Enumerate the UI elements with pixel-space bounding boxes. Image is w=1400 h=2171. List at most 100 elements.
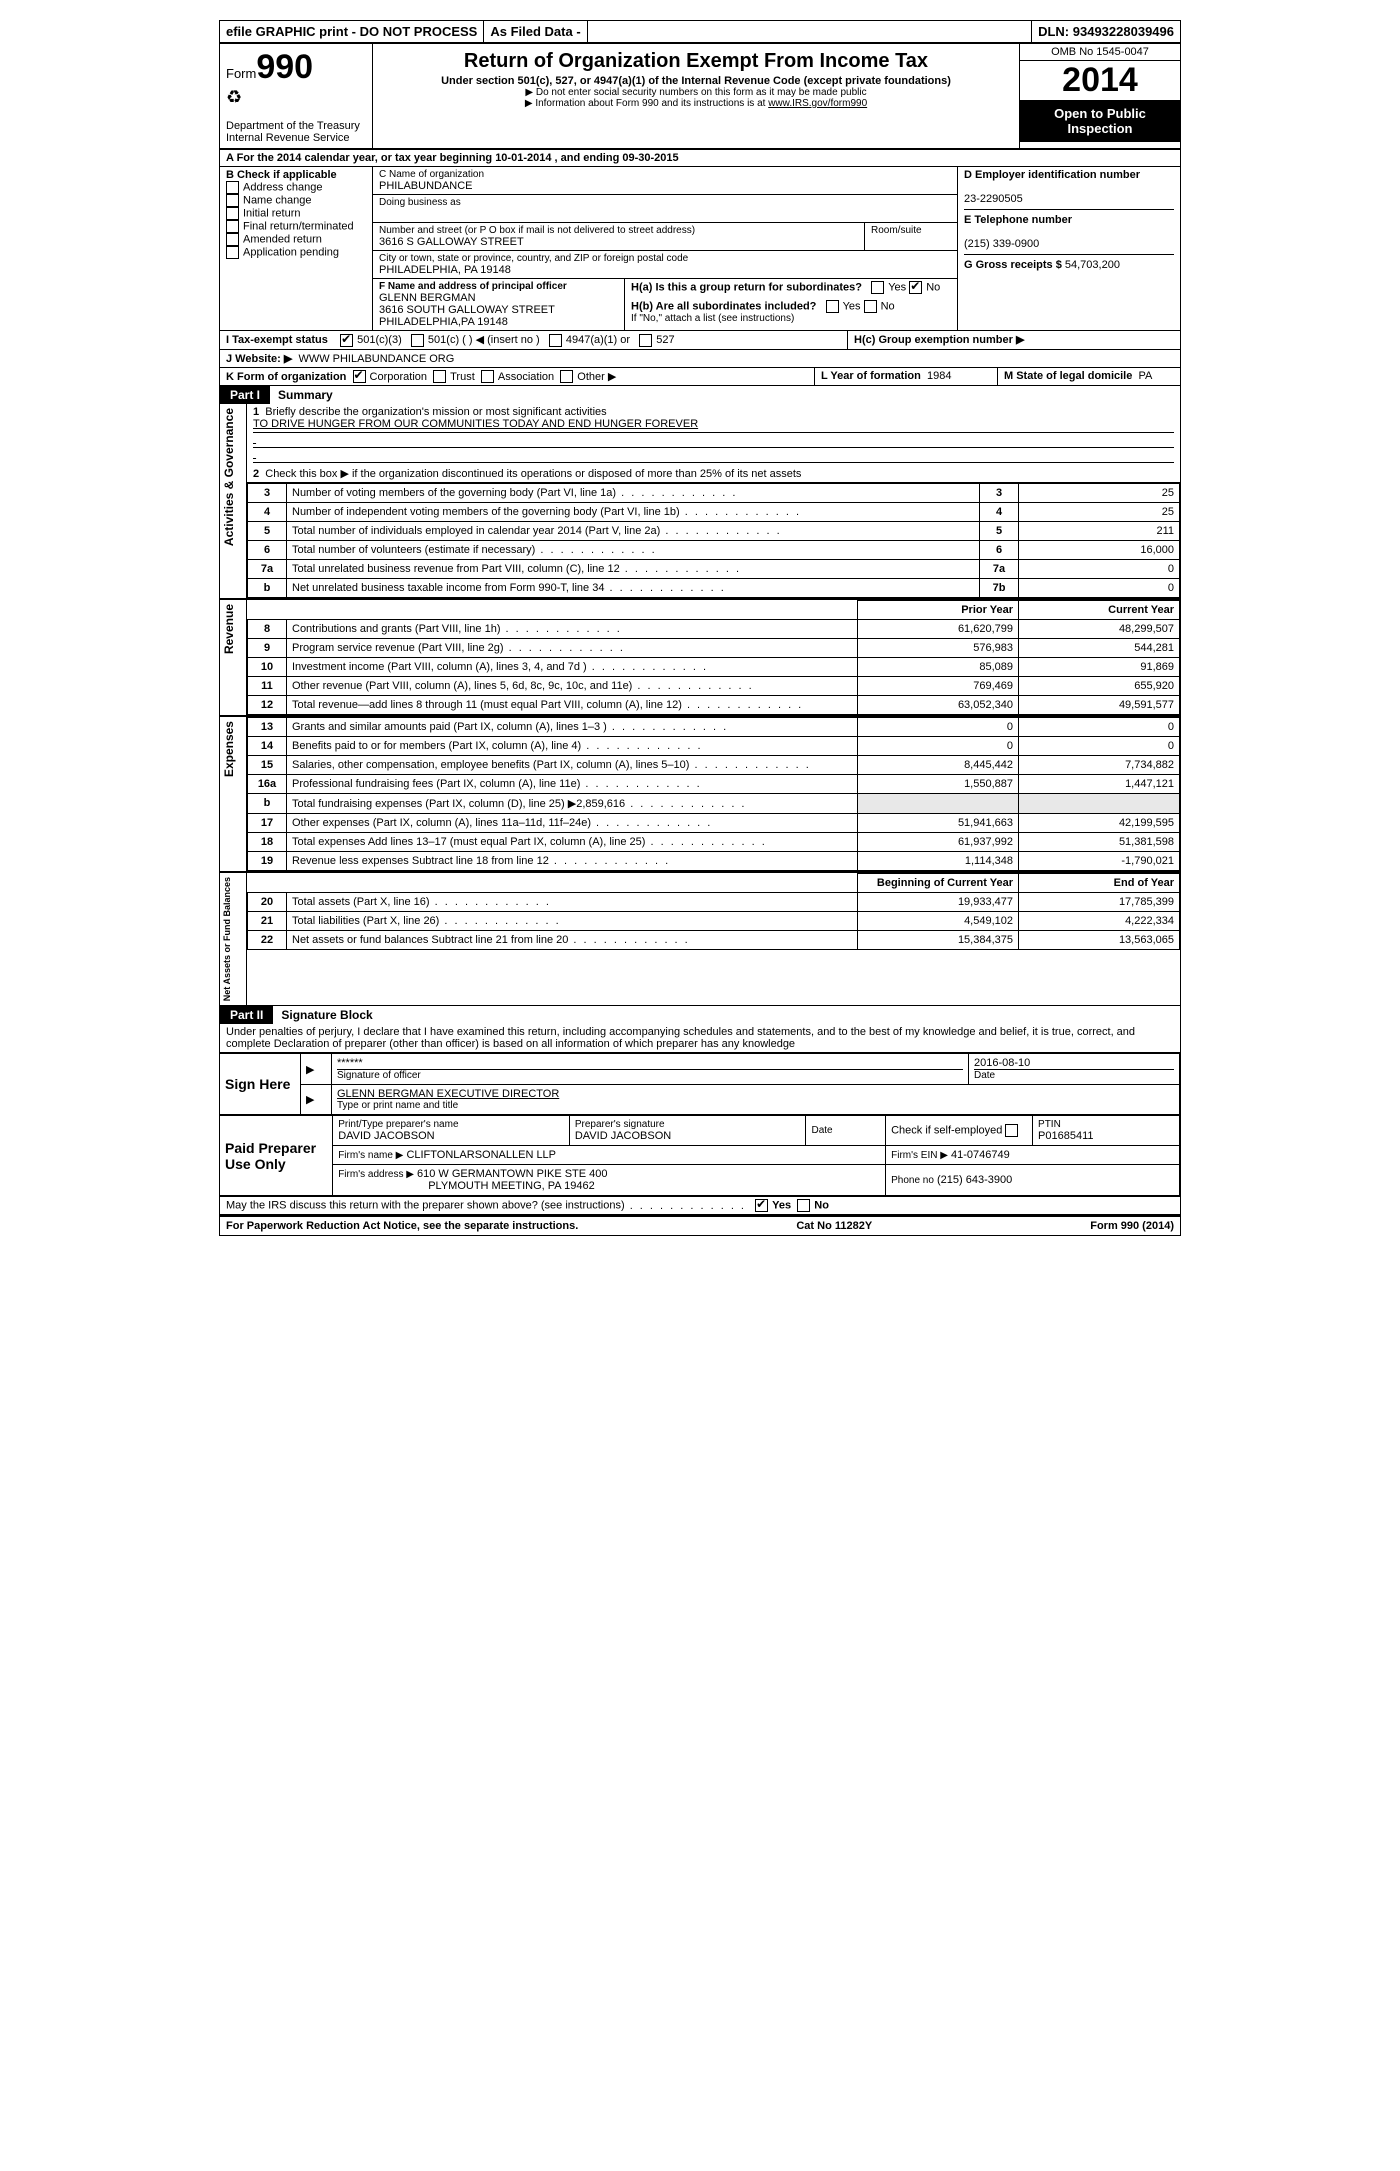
org-name-label: C Name of organization [379,169,951,180]
phone-val: (215) 339-0900 [964,238,1174,250]
sign-here-label: Sign Here [220,1054,301,1115]
tax-year: 2014 [1020,61,1180,100]
f-street: 3616 SOUTH GALLOWAY STREET [379,304,618,316]
chk-other[interactable] [560,370,573,383]
line-num: 3 [248,484,287,503]
chk-name[interactable]: Name change [226,194,366,207]
sign-here-table: Sign Here ▶ ****** Signature of officer … [220,1053,1180,1115]
ptin: P01685411 [1038,1130,1174,1142]
ein-label: D Employer identification number [964,169,1174,181]
page-footer: For Paperwork Reduction Act Notice, see … [220,1215,1180,1235]
topbar-spacer [588,21,1032,42]
line-num: 6 [248,541,287,560]
recycle-icon: ♻ [226,87,242,107]
chk-assoc[interactable] [481,370,494,383]
chk-final[interactable]: Final return/terminated [226,220,366,233]
net-section: Net Assets or Fund Balances Beginning of… [220,871,1180,1005]
hb-no[interactable] [864,300,877,313]
firm-addr1: 610 W GERMANTOWN PIKE STE 400 [417,1168,608,1180]
year-formation: L Year of formation 1984 [814,368,997,386]
form-org-box: K Form of organization Corporation Trust… [220,368,814,386]
section-j: J Website: ▶ WWW PHILABUNDANCE ORG [220,350,1180,368]
top-bar: efile GRAPHIC print - DO NOT PROCESS As … [220,21,1180,44]
form-number: 990 [256,48,313,86]
section-bcd: B Check if applicable Address change Nam… [220,167,1180,331]
line-val: 25 [1019,484,1180,503]
chk-address[interactable]: Address change [226,181,366,194]
name-title-label: Type or print name and title [337,1100,1174,1111]
firm-name: CLIFTONLARSONALLEN LLP [406,1149,556,1161]
website-box: J Website: ▶ WWW PHILABUNDANCE ORG [220,350,1180,367]
dba-label: Doing business as [379,197,951,208]
discuss-yes[interactable] [755,1199,768,1212]
footer-mid: Cat No 11282Y [796,1220,872,1232]
paid-label: Paid Preparer Use Only [220,1116,333,1196]
line1-box: 1 Briefly describe the organization's mi… [247,404,1180,465]
city-box: City or town, state or province, country… [373,251,957,279]
line-val: 211 [1019,522,1180,541]
net-table: Beginning of Current Year End of Year20 … [247,873,1180,950]
section-k: K Form of organization Corporation Trust… [220,368,1180,387]
hc-box: H(c) Group exemption number ▶ [847,331,1180,349]
side-exp: Expenses [220,717,247,871]
line-desc: Number of independent voting members of … [287,503,980,522]
chk-501c[interactable] [411,334,424,347]
footer-left: For Paperwork Reduction Act Notice, see … [226,1220,578,1232]
line-num: b [248,579,287,598]
dba-box: Doing business as [373,195,957,223]
revenue-section: Revenue Prior Year Current Year8 Contrib… [220,598,1180,715]
gross-val: 54,703,200 [1065,259,1120,271]
firm-ein: 41-0746749 [951,1149,1010,1161]
firm-phone: (215) 643-3900 [937,1174,1012,1186]
tax-status: I Tax-exempt status 501(c)(3) 501(c) ( )… [220,331,847,349]
line-desc: Net unrelated business taxable income fr… [287,579,980,598]
part2-badge: Part II [220,1006,273,1024]
chk-4947[interactable] [549,334,562,347]
line-num: 7a [248,560,287,579]
officer-name-title: GLENN BERGMAN EXECUTIVE DIRECTOR [337,1088,1174,1100]
form-note1: ▶ Do not enter social security numbers o… [383,87,1009,98]
paid-preparer-table: Paid Preparer Use Only Print/Type prepar… [220,1115,1180,1196]
chk-trust[interactable] [433,370,446,383]
org-name-box: C Name of organization PHILABUNDANCE [373,167,957,195]
line-num: 4 [248,503,287,522]
discuss-no[interactable] [797,1199,810,1212]
col-d: D Employer identification number 23-2290… [957,167,1180,330]
org-name: PHILABUNDANCE [379,180,951,192]
form-title: Return of Organization Exempt From Incom… [383,50,1009,73]
website-val: WWW PHILABUNDANCE ORG [298,353,454,365]
part1-header: Part I Summary [220,386,1180,404]
hb-yes[interactable] [826,300,839,313]
side-rev: Revenue [220,600,247,715]
section-a: A For the 2014 calendar year, or tax yea… [220,150,1180,167]
col-current: Current Year [1019,601,1180,620]
side-net: Net Assets or Fund Balances [220,873,247,1005]
ha-yes[interactable] [871,281,884,294]
col-c: C Name of organization PHILABUNDANCE Doi… [373,167,957,330]
chk-pending[interactable]: Application pending [226,246,366,259]
street-box: Number and street (or P O box if mail is… [373,223,864,250]
hb-row: H(b) Are all subordinates included? Yes … [631,300,951,313]
form-subtitle: Under section 501(c), 527, or 4947(a)(1)… [383,75,1009,87]
col-prior: Prior Year [858,601,1019,620]
header-right: OMB No 1545-0047 2014 Open to Public Ins… [1019,44,1180,148]
phone-label: E Telephone number [964,214,1174,226]
as-filed: As Filed Data - [484,21,587,42]
dept-treasury: Department of the Treasury [226,120,360,132]
street-row: Number and street (or P O box if mail is… [373,223,957,251]
prep-name: DAVID JACOBSON [338,1130,564,1142]
part2-header: Part II Signature Block [220,1005,1180,1024]
rev-table: Prior Year Current Year8 Contributions a… [247,600,1180,715]
chk-initial[interactable]: Initial return [226,207,366,220]
chk-corp[interactable] [353,370,366,383]
line-val: 0 [1019,560,1180,579]
ha-no[interactable] [909,281,922,294]
form-990-page: efile GRAPHIC print - DO NOT PROCESS As … [219,20,1181,1236]
gov-table: 3 Number of voting members of the govern… [247,483,1180,598]
header-mid: Return of Organization Exempt From Incom… [373,44,1019,148]
chk-527[interactable] [639,334,652,347]
f-city: PHILADELPHIA,PA 19148 [379,316,618,328]
chk-501c3[interactable] [340,334,353,347]
chk-amended[interactable]: Amended return [226,233,366,246]
irs-link[interactable]: www.IRS.gov/form990 [768,98,867,109]
